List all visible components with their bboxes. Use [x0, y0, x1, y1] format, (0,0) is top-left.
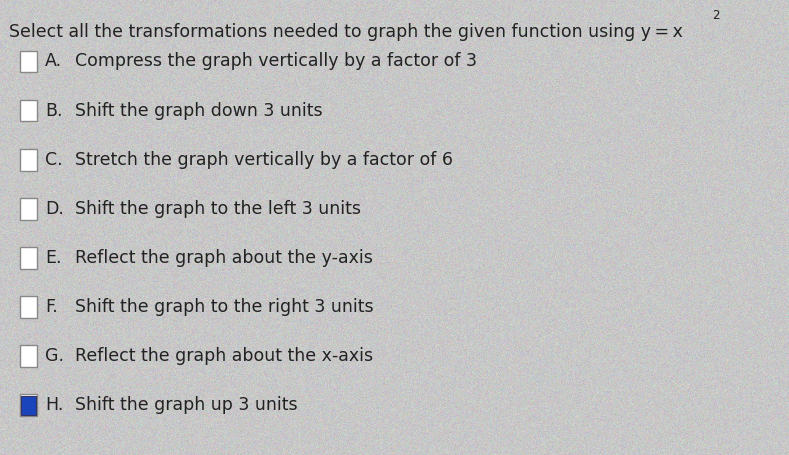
Text: Stretch the graph vertically by a factor of 6: Stretch the graph vertically by a factor… — [75, 151, 453, 169]
Text: Shift the graph to the left 3 units: Shift the graph to the left 3 units — [75, 200, 361, 218]
Text: Compress the graph vertically by a factor of 3: Compress the graph vertically by a facto… — [75, 52, 477, 71]
Text: Shift the graph to the right 3 units: Shift the graph to the right 3 units — [75, 298, 373, 316]
Bar — [20, 345, 37, 367]
Bar — [20, 100, 37, 121]
Text: F.: F. — [45, 298, 58, 316]
Text: Shift the graph down 3 units: Shift the graph down 3 units — [75, 101, 323, 120]
Text: C.: C. — [45, 151, 62, 169]
Bar — [20, 296, 37, 318]
Text: H.: H. — [45, 396, 63, 415]
Bar — [20, 149, 37, 171]
Text: D.: D. — [45, 200, 64, 218]
Text: E.: E. — [45, 249, 62, 267]
Text: Reflect the graph about the x-axis: Reflect the graph about the x-axis — [75, 347, 373, 365]
Bar — [20, 198, 37, 220]
Bar — [20, 51, 37, 72]
Bar — [20, 394, 37, 416]
Text: Select all the transformations needed to graph the given function using y = x: Select all the transformations needed to… — [9, 23, 683, 41]
Text: B.: B. — [45, 101, 62, 120]
Text: A.: A. — [45, 52, 62, 71]
Text: Shift the graph up 3 units: Shift the graph up 3 units — [75, 396, 297, 415]
Text: G.: G. — [45, 347, 64, 365]
Bar — [20, 247, 37, 269]
Text: 2: 2 — [712, 9, 720, 22]
Bar — [21, 396, 36, 415]
Text: Reflect the graph about the y-axis: Reflect the graph about the y-axis — [75, 249, 373, 267]
